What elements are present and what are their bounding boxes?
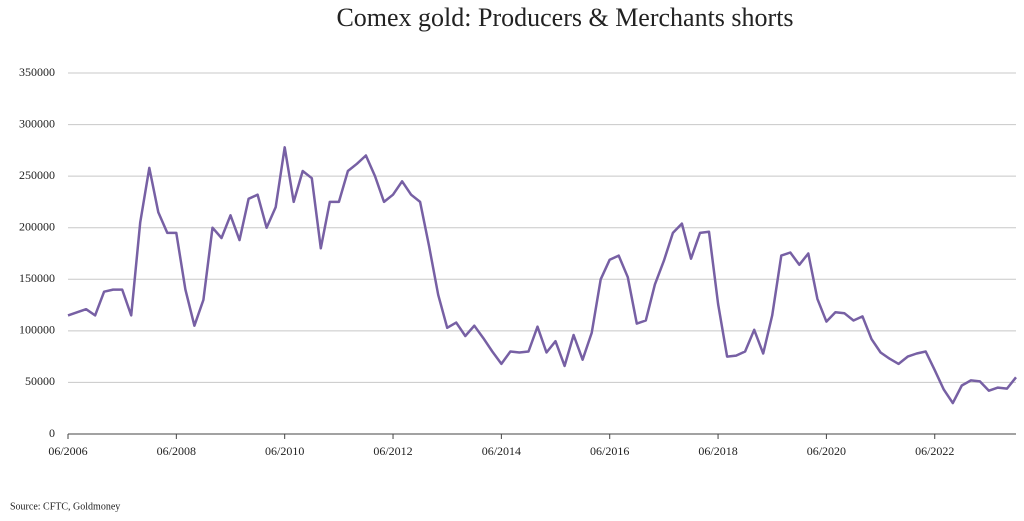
x-tick-label: 06/2014 (482, 444, 521, 458)
x-tick-label: 06/2016 (590, 444, 629, 458)
x-tick-label: 06/2010 (265, 444, 304, 458)
x-tick-label: 06/2020 (807, 444, 846, 458)
y-tick-label: 50000 (25, 374, 55, 388)
y-tick-label: 0 (49, 426, 55, 440)
y-tick-label: 200000 (19, 219, 55, 233)
x-tick-label: 06/2018 (698, 444, 737, 458)
y-tick-label: 100000 (19, 323, 55, 337)
y-tick-label: 250000 (19, 168, 55, 182)
chart-title: Comex gold: Producers & Merchants shorts (336, 3, 793, 32)
x-tick-label: 06/2022 (915, 444, 954, 458)
y-tick-label: 150000 (19, 271, 55, 285)
data-line (67, 146, 1017, 405)
y-tick-label: 350000 (19, 65, 55, 79)
x-tick-label: 06/2006 (48, 444, 87, 458)
x-tick-label: 06/2012 (373, 444, 412, 458)
x-tick-label: 06/2008 (157, 444, 196, 458)
y-tick-label: 300000 (19, 116, 55, 130)
source-note: Source: CFTC, Goldmoney (10, 501, 120, 512)
